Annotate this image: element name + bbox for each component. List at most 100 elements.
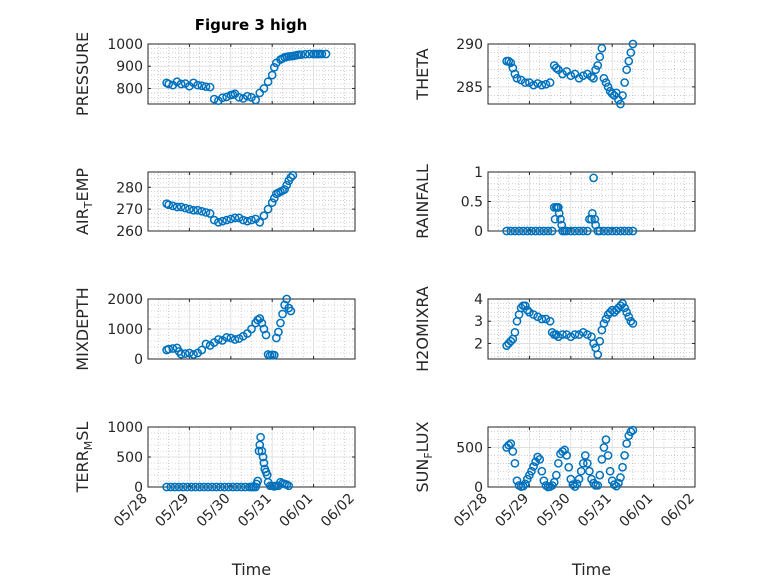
x-tick-label: 05/30 (194, 491, 234, 531)
data-point (622, 307, 632, 317)
data-point (614, 478, 623, 488)
data-point (593, 350, 603, 359)
data-point (256, 432, 265, 442)
data-point (574, 330, 584, 339)
x-tick-label: 05/31 (575, 491, 615, 531)
data-point (539, 226, 549, 236)
data-point (562, 451, 572, 460)
data-point (226, 333, 236, 343)
data-point (214, 335, 223, 344)
data-point (578, 327, 588, 337)
data-point (624, 56, 634, 66)
data-point (512, 73, 522, 83)
data-point (607, 226, 617, 236)
data-point (207, 482, 217, 492)
data-point (296, 50, 306, 60)
data-point (589, 173, 598, 183)
data-point (253, 476, 263, 486)
data-point (222, 215, 232, 225)
data-point (616, 99, 625, 109)
data-point (280, 185, 289, 194)
data-point (589, 73, 598, 83)
data-point (533, 312, 543, 322)
data-point (601, 435, 611, 444)
data-point (622, 65, 632, 75)
data-point (535, 226, 545, 236)
y-tick-label: 260 (116, 224, 143, 240)
data-point (504, 56, 514, 66)
data-point (570, 330, 580, 339)
data-point (533, 79, 543, 88)
data-point (269, 62, 279, 72)
data-point (551, 470, 561, 480)
data-point (205, 209, 215, 218)
data-point (218, 93, 227, 103)
data-point (506, 439, 516, 448)
data-point (595, 226, 605, 236)
data-point (551, 63, 561, 73)
data-point (541, 481, 551, 490)
data-point (201, 339, 211, 349)
data-point (510, 327, 520, 337)
data-point (556, 214, 565, 224)
data-point (520, 301, 530, 311)
data-point (164, 344, 174, 354)
data-point (550, 214, 560, 224)
data-point (180, 203, 190, 213)
data-point (189, 78, 198, 88)
data-point (261, 330, 271, 340)
data-point (199, 482, 209, 492)
data-point (572, 479, 582, 489)
data-point (591, 65, 600, 75)
data-point (616, 226, 625, 236)
data-point (300, 49, 310, 59)
data-point (195, 482, 205, 492)
y-tick-label: 0 (134, 480, 143, 496)
data-point (578, 458, 588, 468)
data-point (603, 226, 613, 236)
data-point (543, 226, 553, 236)
data-point (203, 482, 213, 492)
data-point (601, 314, 611, 324)
data-point (628, 425, 638, 435)
x-tick-label: 06/02 (318, 491, 358, 531)
data-point (164, 200, 174, 210)
chart-rainfall: 0 0.5 1 RAINFALL (413, 164, 696, 240)
data-point (597, 455, 607, 464)
y-tick-label: 2000 (107, 292, 143, 308)
data-point (547, 226, 557, 236)
data-point (562, 330, 572, 339)
data-point (197, 206, 207, 216)
x-axis-label: Time (231, 560, 271, 579)
y-axis-label: TERRMSL (73, 422, 95, 494)
data-point (620, 226, 629, 236)
y-axis-label-part: TERR (73, 450, 92, 493)
data-point (529, 462, 538, 471)
data-point (317, 49, 327, 59)
data-point (539, 476, 549, 486)
data-point (506, 58, 516, 68)
data-point (201, 82, 211, 92)
data-point (587, 214, 596, 224)
data-point (267, 70, 277, 80)
data-point (601, 78, 611, 87)
figure-title: Figure 3 high (195, 16, 308, 34)
y-axis-label-part: SL (73, 422, 92, 441)
data-point (189, 205, 198, 215)
y-axis-label: THETA (413, 48, 432, 100)
data-point (620, 451, 629, 460)
data-point (240, 482, 250, 492)
y-tick-label: 3 (474, 314, 483, 330)
data-point (599, 226, 609, 236)
data-point (205, 82, 215, 92)
data-point (254, 446, 264, 456)
data-point (583, 226, 592, 236)
data-point (259, 458, 269, 468)
y-tick-label: 1 (474, 165, 483, 181)
y-axis-label-subscript: F (422, 452, 435, 458)
data-point (554, 203, 563, 212)
data-point (258, 452, 268, 462)
data-point (259, 84, 269, 93)
data-point (533, 452, 543, 462)
